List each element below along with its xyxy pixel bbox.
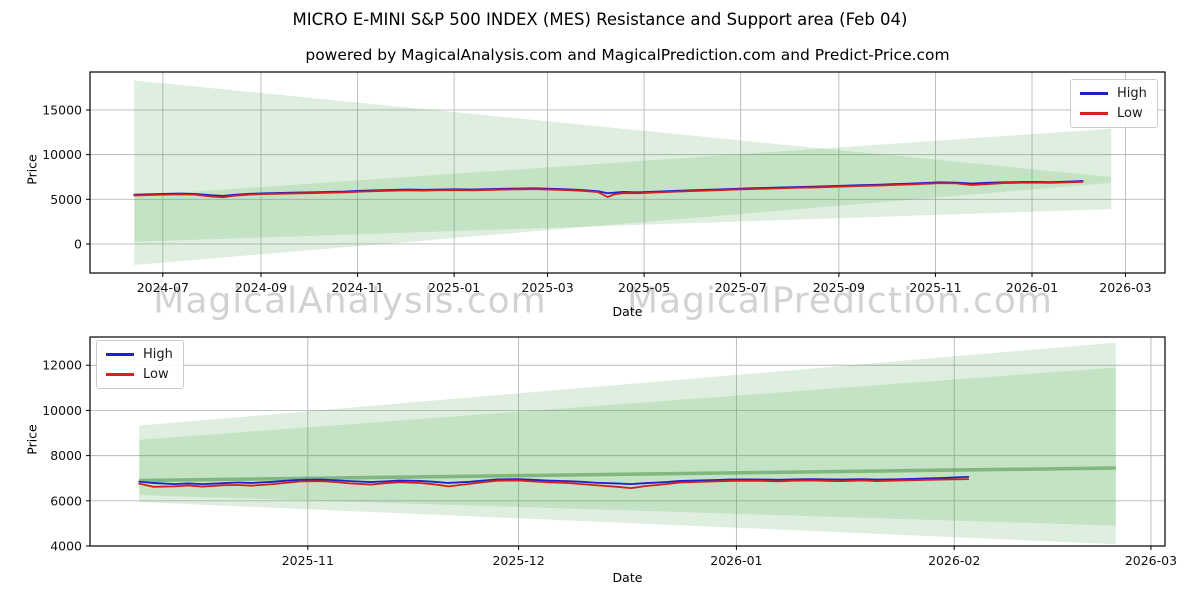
svg-text:2026-03: 2026-03 <box>1099 280 1151 295</box>
svg-text:2026-01: 2026-01 <box>710 553 762 568</box>
svg-text:2025-11: 2025-11 <box>909 280 961 295</box>
svg-text:2025-07: 2025-07 <box>715 280 767 295</box>
svg-text:2024-09: 2024-09 <box>235 280 287 295</box>
bottom-chart-legend: High Low <box>96 340 184 389</box>
svg-text:2025-12: 2025-12 <box>492 553 544 568</box>
legend-label-high: High <box>1117 86 1147 101</box>
chart-subtitle: powered by MagicalAnalysis.com and Magic… <box>305 46 950 64</box>
svg-text:4000: 4000 <box>50 539 82 554</box>
bottom-x-axis-label: Date <box>612 570 643 585</box>
legend-item-low: Low <box>1080 107 1147 120</box>
top-y-axis-label: Price <box>24 154 40 185</box>
top-x-axis-label: Date <box>612 304 643 319</box>
svg-text:2025-03: 2025-03 <box>521 280 573 295</box>
svg-text:2026-01: 2026-01 <box>1006 280 1058 295</box>
svg-text:5000: 5000 <box>50 192 82 207</box>
chart-title: MICRO E-MINI S&P 500 INDEX (MES) Resista… <box>292 10 908 29</box>
legend-item-high: High <box>1080 87 1147 100</box>
legend-label-low: Low <box>143 367 169 382</box>
top-chart-legend: High Low <box>1070 79 1158 128</box>
svg-text:2025-05: 2025-05 <box>618 280 670 295</box>
svg-text:6000: 6000 <box>50 493 82 508</box>
legend-label-high: High <box>143 347 173 362</box>
svg-text:10000: 10000 <box>42 403 82 418</box>
svg-text:2026-03: 2026-03 <box>1125 553 1177 568</box>
svg-text:2026-02: 2026-02 <box>928 553 980 568</box>
svg-text:8000: 8000 <box>50 448 82 463</box>
legend-label-low: Low <box>1117 106 1143 121</box>
svg-text:0: 0 <box>74 236 82 251</box>
high-line-swatch <box>106 353 134 356</box>
low-line-swatch <box>1080 112 1108 115</box>
svg-text:2024-07: 2024-07 <box>137 280 189 295</box>
low-line-swatch <box>106 373 134 376</box>
legend-item-low: Low <box>106 368 173 381</box>
svg-text:15000: 15000 <box>42 102 82 117</box>
svg-text:2025-11: 2025-11 <box>282 553 334 568</box>
svg-text:2025-09: 2025-09 <box>813 280 865 295</box>
high-line-swatch <box>1080 92 1108 95</box>
legend-item-high: High <box>106 348 173 361</box>
bottom-y-axis-label: Price <box>24 424 40 455</box>
svg-text:12000: 12000 <box>42 358 82 373</box>
svg-text:2024-11: 2024-11 <box>331 280 383 295</box>
svg-text:2025-01: 2025-01 <box>428 280 480 295</box>
svg-text:10000: 10000 <box>42 147 82 162</box>
